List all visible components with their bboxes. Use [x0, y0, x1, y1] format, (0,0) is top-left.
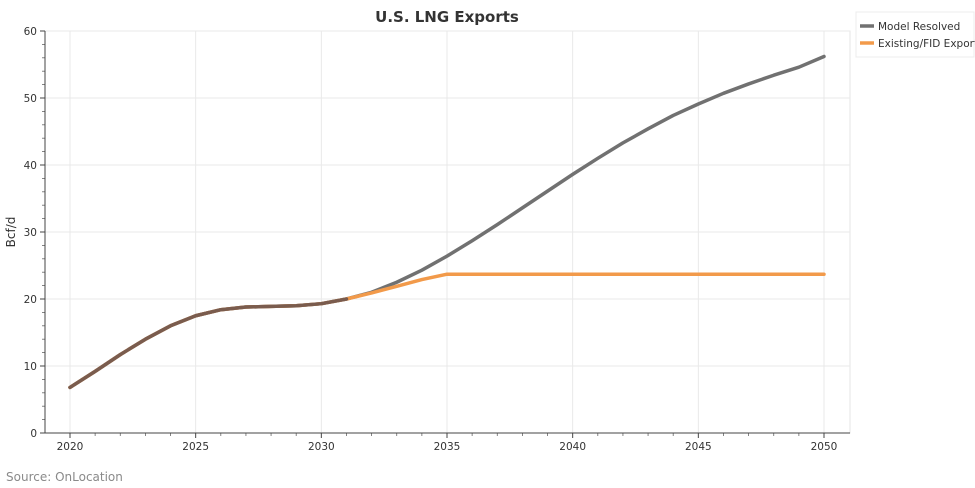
y-axis-title: Bcf/d — [4, 217, 18, 248]
y-tick-label: 30 — [24, 227, 37, 239]
y-tick-label: 10 — [24, 361, 37, 373]
legend-label: Existing/FID Exports — [878, 38, 975, 50]
y-tick-label: 50 — [24, 93, 37, 105]
series-overlap-line — [68, 297, 349, 390]
chart-title: U.S. LNG Exports — [375, 8, 519, 26]
y-tick-label: 0 — [30, 428, 37, 440]
x-tick-label: 2040 — [559, 441, 586, 453]
y-tick-label: 40 — [24, 160, 37, 172]
legend-box — [855, 11, 975, 58]
legend: Model Resolved Existing/FID Exports — [855, 11, 975, 58]
x-tick-label: 2030 — [308, 441, 335, 453]
source-note: Source: OnLocation — [6, 470, 123, 484]
x-tick-label: 2025 — [182, 441, 209, 453]
y-tick-label: 60 — [24, 26, 37, 38]
y-tick-label: 20 — [24, 294, 37, 306]
legend-label: Model Resolved — [878, 21, 960, 33]
series-lines — [68, 54, 826, 390]
x-tick-label: 2045 — [685, 441, 712, 453]
x-tick-label: 2050 — [811, 441, 838, 453]
x-tick-label: 2035 — [434, 441, 461, 453]
x-tick-label: 2020 — [57, 441, 84, 453]
